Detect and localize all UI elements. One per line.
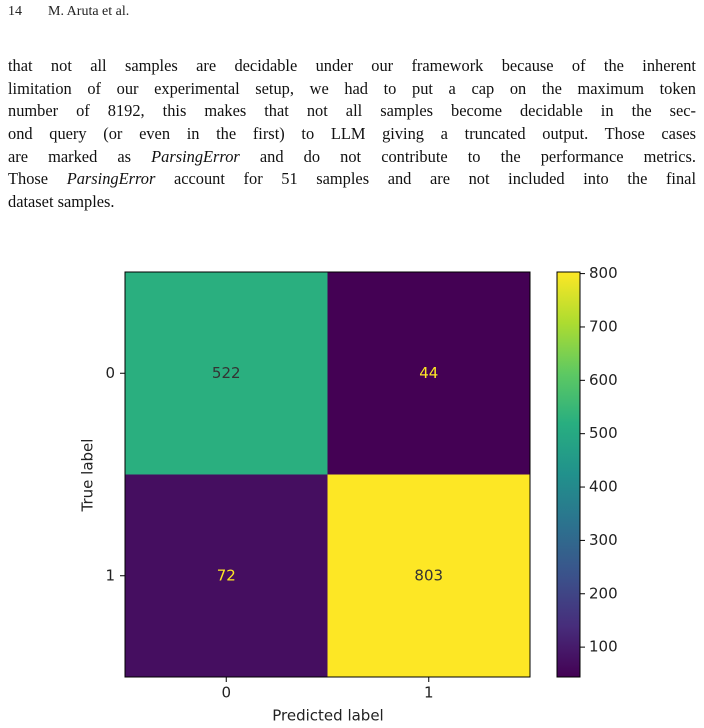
page-number: 14 [8,4,22,19]
text-line: ond query (or even in the first) to LLM … [8,123,696,146]
plot-frame [124,271,531,678]
text-line: number of 8192, this makes that not all … [8,100,696,123]
text-line: are marked as ParsingError and do not co… [8,146,696,169]
emphasis: ParsingError [151,146,240,166]
colorbar-tick-label: 400 [589,478,618,496]
text-line: that not all samples are decidable under… [8,55,696,78]
cell [125,272,328,475]
y-tick-label: 0 [105,364,115,382]
text-run: dataset samples. [8,192,115,212]
text-line: Those ParsingError account for 51 sample… [8,168,696,191]
cell [125,474,328,677]
text-run: account for 51 samples and are not inclu… [155,169,697,189]
colorbar-tick-label: 700 [589,317,618,335]
cell [327,272,530,475]
x-tick-label: 0 [221,684,231,702]
colorbar-tick-label: 500 [589,424,618,442]
x-tick-label: 1 [424,684,434,702]
cell-label: 44 [419,364,438,382]
x-axis-label: Predicted label [272,707,383,725]
colorbar-tick-label: 100 [589,638,618,656]
running-head: M. Aruta et al. [48,4,130,19]
colorbar [556,271,581,678]
cell [327,474,530,677]
emphasis: ParsingError [66,169,156,189]
paragraph: that not all samples are decidable under… [8,55,696,214]
colorbar-tick-label: 200 [589,584,618,602]
colorbar-tick-label: 800 [589,264,618,282]
colorbar-tick-label: 600 [589,371,618,389]
text-run: ond query (or even in the first) to LLM … [8,124,696,144]
text-line: dataset samples. [8,191,696,214]
text-run: are marked as [8,146,152,166]
text-run: limitation of our experimental setup, we… [8,78,696,98]
cell-label: 522 [212,364,241,382]
text-line: limitation of our experimental setup, we… [8,78,696,101]
y-axis-label: True label [79,439,97,513]
cell-label: 803 [414,566,443,584]
colorbar-tick-label: 300 [589,531,618,549]
text-run: and do not contribute to the performance… [239,146,696,166]
text-run: number of 8192, this makes that not all … [8,101,696,121]
cell-label: 72 [217,566,236,584]
y-tick-label: 1 [105,566,115,584]
text-run: Those [8,169,67,189]
text-run: that not all samples are decidable under… [8,56,696,75]
